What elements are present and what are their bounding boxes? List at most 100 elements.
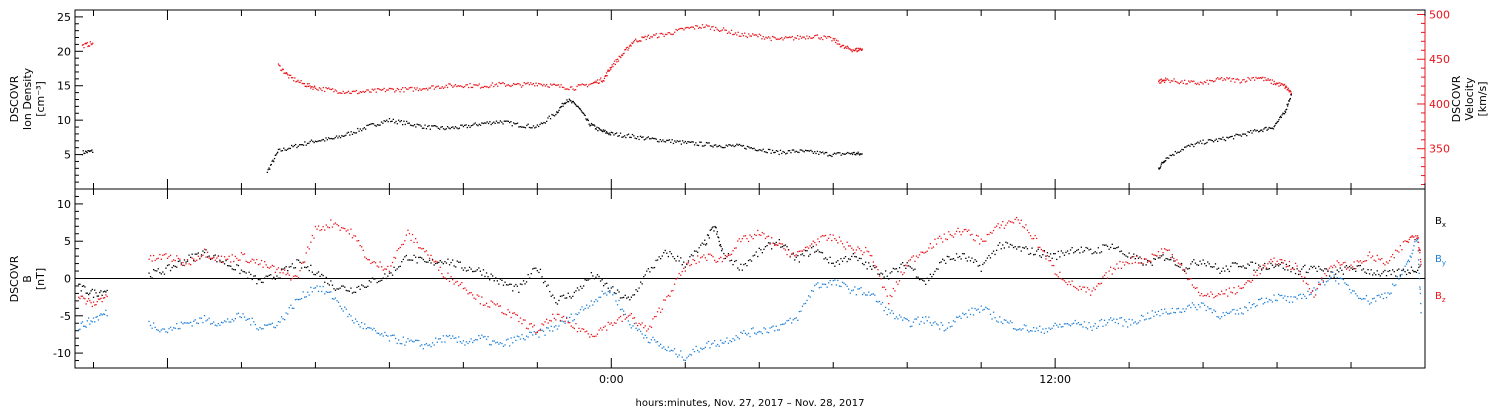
by-point [1404, 265, 1406, 267]
bz-point [717, 260, 719, 263]
bz-point [758, 234, 760, 236]
bz-point [986, 234, 988, 236]
by-point [410, 339, 412, 341]
by-point [1160, 308, 1163, 311]
bz-point [838, 236, 841, 238]
velocity-point [662, 33, 664, 35]
bz-point [831, 239, 833, 242]
bx-point [959, 255, 961, 258]
bz-point [1086, 287, 1089, 289]
bx-point [977, 265, 979, 267]
bx-point [1120, 250, 1123, 252]
ion-density-point [530, 127, 532, 129]
by-point [1393, 285, 1395, 287]
by-point [1416, 240, 1418, 242]
bx-point [1259, 265, 1261, 268]
bz-point [1100, 282, 1103, 284]
by-point [148, 320, 150, 323]
bz-point [1384, 264, 1386, 266]
velocity-point [715, 26, 717, 29]
velocity-point [1186, 83, 1188, 85]
by-point [1265, 297, 1267, 299]
by-point [1039, 325, 1041, 327]
bz-point [341, 227, 343, 229]
velocity-point [288, 74, 291, 76]
bz-point [908, 260, 910, 262]
velocity-point [394, 91, 396, 93]
velocity-point [413, 87, 416, 89]
bz-point [598, 329, 600, 331]
by-point [880, 303, 882, 305]
bz-point [579, 330, 582, 332]
ion-density-point [604, 129, 606, 132]
velocity-point [612, 66, 614, 68]
by-point [105, 309, 107, 311]
velocity-point [589, 83, 591, 85]
bz-point [1153, 254, 1155, 256]
velocity-point [298, 81, 300, 83]
ion-density-point [266, 171, 268, 173]
by-point [1117, 322, 1119, 325]
bx-point [240, 269, 243, 271]
by-point [1128, 318, 1130, 320]
bz-point [683, 267, 685, 269]
ion-density-point [337, 137, 339, 139]
by-point [814, 284, 816, 287]
bz-point [1248, 280, 1250, 282]
bz-point [533, 324, 535, 326]
by-point [630, 327, 632, 329]
velocity-point [859, 47, 861, 49]
bz-point [1258, 267, 1260, 269]
by-point [1110, 317, 1112, 319]
bx-point [1077, 248, 1079, 251]
bz-point [553, 317, 555, 319]
by-point [1244, 306, 1246, 308]
by-point [613, 292, 616, 294]
velocity-point [548, 86, 550, 88]
by-point [1108, 319, 1110, 321]
velocity-point [83, 47, 85, 49]
ion-density-point [576, 105, 578, 107]
velocity-point [1279, 84, 1282, 86]
by-point [530, 331, 532, 334]
ion-density-point [283, 147, 285, 149]
ion-density-point [756, 149, 758, 152]
bz-point [183, 264, 186, 267]
bx-point [1352, 268, 1354, 270]
bz-point [214, 259, 216, 261]
bz-point [966, 230, 968, 232]
velocity-point [841, 45, 843, 47]
bx-point [419, 256, 421, 258]
bz-point [162, 254, 164, 256]
by-point [683, 359, 685, 361]
bz-point [81, 295, 84, 297]
bx-point [99, 291, 101, 294]
ion-density-point [847, 151, 849, 154]
ion-density-point [773, 151, 775, 154]
velocity-point [468, 86, 470, 89]
by-point [928, 316, 930, 318]
ion-density-point [560, 105, 563, 108]
bx-point [291, 263, 293, 265]
bx-point [83, 285, 85, 287]
by-point [1057, 326, 1059, 328]
velocity-point [341, 92, 343, 94]
bx-point [621, 297, 623, 299]
bx-point [730, 259, 733, 261]
bz-point [661, 308, 663, 310]
velocity-point [676, 29, 678, 32]
time-axis: 0:00 12:00 [92, 10, 1426, 386]
by-point [535, 333, 537, 335]
by-point [1120, 317, 1123, 319]
bz-point [1301, 276, 1303, 278]
ion-density-point [678, 140, 680, 143]
by-point [1029, 330, 1032, 332]
ion-density-point [440, 126, 442, 128]
bx-point [274, 278, 276, 280]
ion-density-point [855, 154, 857, 156]
bx-point [270, 274, 272, 276]
ion-density-point [509, 121, 511, 124]
ion-density-point [574, 103, 576, 105]
by-point [291, 307, 293, 309]
bz-point [294, 275, 297, 277]
